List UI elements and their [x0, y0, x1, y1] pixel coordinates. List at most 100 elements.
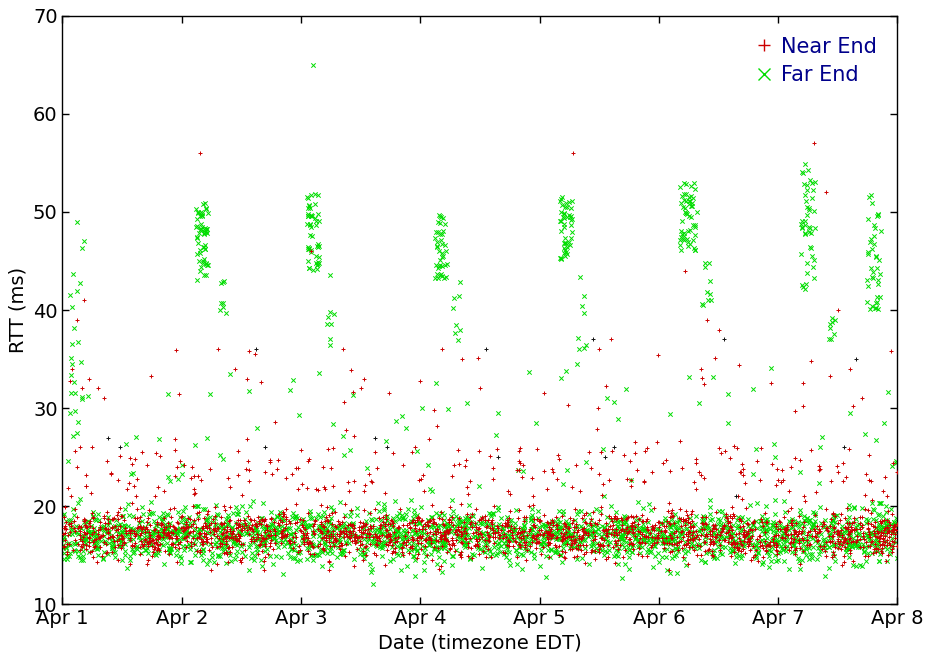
Far End [93, 524, 108, 534]
Far End [500, 543, 514, 554]
Far End [582, 530, 597, 541]
Near End [654, 518, 669, 528]
Far End [62, 408, 77, 419]
Far End [760, 547, 774, 557]
Far End [555, 506, 570, 516]
Far End [729, 548, 744, 559]
Near End [568, 537, 582, 547]
Near End [570, 540, 585, 551]
Far End [720, 525, 734, 535]
Far End [862, 529, 877, 539]
Near End [820, 525, 835, 536]
Near End [618, 524, 633, 534]
Far End [879, 520, 894, 530]
Far End [723, 537, 738, 547]
Near End [95, 529, 110, 540]
Near End [152, 451, 167, 461]
Near End [198, 521, 212, 531]
Near End [92, 542, 107, 553]
Far End [226, 532, 241, 543]
Near End [271, 520, 286, 530]
Near End [437, 520, 452, 530]
Near End [680, 535, 695, 545]
Far End [174, 469, 189, 479]
Far End [499, 534, 514, 545]
Near End [342, 486, 357, 496]
Near End [365, 521, 380, 531]
Far End [795, 527, 810, 538]
Far End [439, 259, 454, 270]
Far End [668, 543, 683, 553]
Near End [663, 547, 678, 557]
Far End [739, 528, 754, 539]
Far End [405, 537, 420, 548]
Far End [105, 547, 120, 557]
Near End [732, 514, 747, 524]
Near End [812, 524, 827, 534]
Far End [432, 212, 447, 222]
Far End [562, 528, 577, 539]
Far End [674, 226, 689, 237]
Far End [448, 525, 463, 536]
Near End [743, 535, 758, 546]
Far End [117, 545, 132, 556]
Near End [281, 516, 296, 526]
Near End [260, 521, 275, 531]
Far End [86, 506, 101, 517]
Near End [180, 531, 195, 541]
Near End [426, 518, 441, 528]
Near End [515, 459, 530, 470]
Near End [441, 525, 456, 535]
Far End [254, 512, 269, 523]
Near End [637, 530, 651, 541]
Far End [608, 525, 623, 536]
Far End [763, 555, 778, 566]
Far End [120, 529, 135, 539]
Far End [601, 545, 616, 555]
Far End [300, 192, 315, 202]
Far End [413, 528, 428, 539]
Far End [871, 254, 886, 265]
Far End [762, 524, 777, 535]
Near End [335, 516, 350, 527]
Near End [596, 525, 611, 536]
Far End [218, 558, 233, 568]
Near End [248, 519, 263, 529]
Far End [347, 529, 362, 539]
Far End [196, 256, 211, 266]
Near End [855, 512, 870, 522]
Far End [710, 542, 725, 553]
Near End [769, 464, 784, 475]
Near End [737, 548, 752, 559]
Near End [478, 541, 493, 551]
Far End [314, 521, 329, 531]
Far End [486, 508, 500, 519]
Far End [475, 534, 490, 545]
Near End [528, 522, 542, 532]
Near End [231, 533, 246, 543]
Near End [812, 461, 827, 471]
Near End [745, 525, 760, 535]
Far End [843, 408, 857, 418]
Far End [313, 522, 328, 532]
Near End [885, 458, 900, 469]
Far End [842, 520, 857, 530]
Far End [578, 524, 593, 535]
Near End [317, 532, 332, 543]
Far End [585, 528, 600, 539]
Near End [301, 453, 316, 464]
Far End [771, 537, 786, 548]
Near End [133, 527, 148, 538]
Far End [144, 525, 159, 536]
Far End [683, 539, 698, 549]
Far End [180, 530, 195, 541]
Far End [413, 526, 428, 537]
Far End [161, 388, 176, 399]
Near End [588, 531, 603, 542]
Far End [140, 543, 155, 553]
Far End [795, 539, 810, 549]
Far End [767, 549, 782, 560]
Far End [574, 300, 589, 311]
Far End [794, 543, 809, 553]
Near End [353, 383, 368, 394]
